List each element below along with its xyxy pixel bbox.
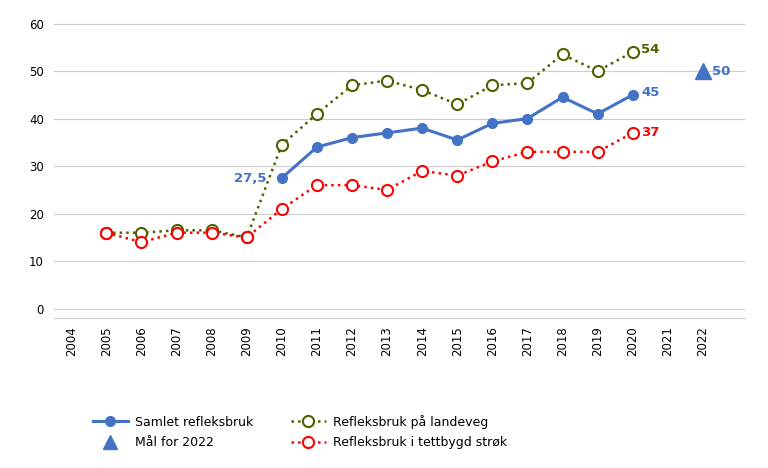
Text: 50: 50 bbox=[712, 65, 730, 78]
Text: 27,5: 27,5 bbox=[233, 172, 266, 184]
Legend: Samlet refleksbruk, Mål for 2022, Refleksbruk på landeveg, Refleksbruk i tettbyg: Samlet refleksbruk, Mål for 2022, Reflek… bbox=[88, 410, 512, 454]
Text: 45: 45 bbox=[641, 86, 660, 99]
Text: 54: 54 bbox=[641, 43, 660, 56]
Text: 37: 37 bbox=[641, 126, 660, 139]
